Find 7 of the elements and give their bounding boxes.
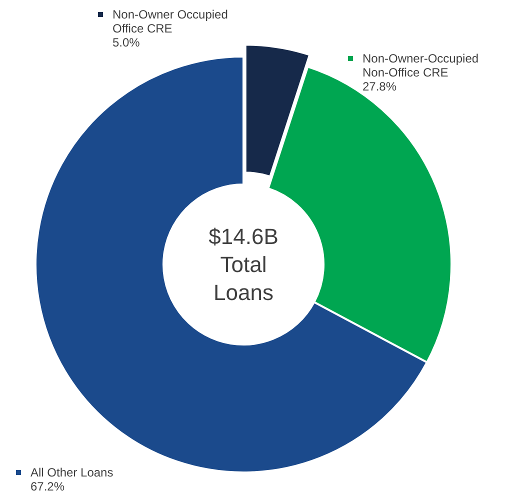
legend-label: All Other Loans [30,466,114,480]
text: $14.6B Total Loans [208,224,278,305]
legend-label: Non-Owner-Occupied Non-Office CRE [362,52,479,80]
data-label: 27.8% [362,80,397,94]
legend-label: Non-Owner Occupied Office CRE [112,8,228,36]
data-label: 67.2% [30,480,65,494]
data-label: 5.0% [112,36,140,50]
